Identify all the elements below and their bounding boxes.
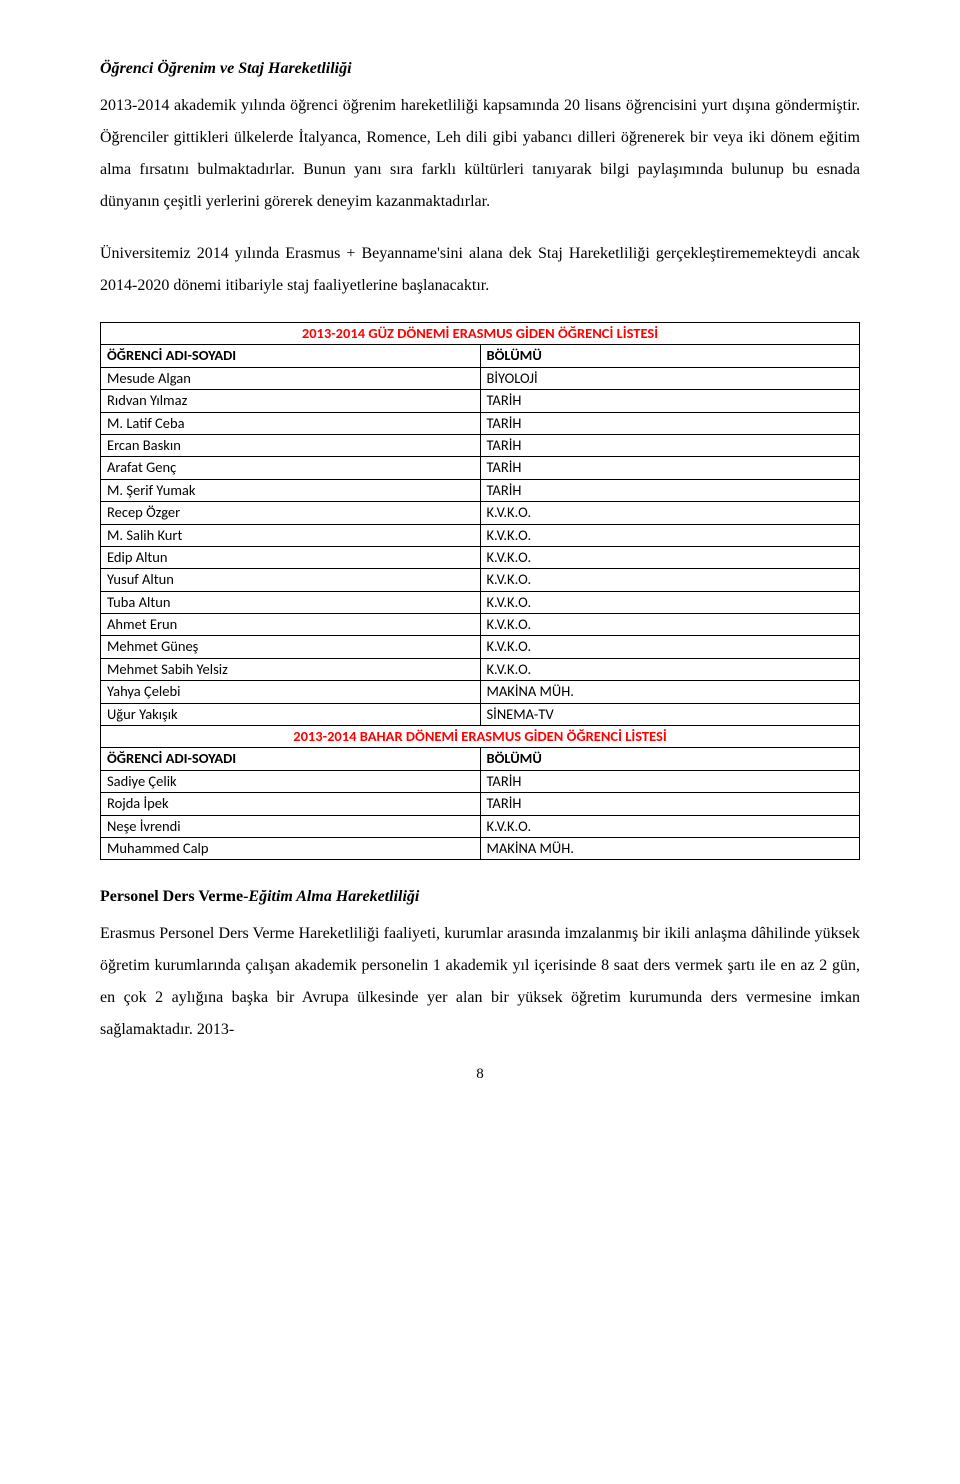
student-table-wrap: 2013-2014 GÜZ DÖNEMİ ERASMUS GİDEN ÖĞREN… bbox=[100, 322, 860, 860]
table-header-dept: BÖLÜMÜ bbox=[480, 748, 860, 770]
table-cell-name: Mesude Algan bbox=[101, 367, 481, 389]
table-header-name: ÖĞRENCİ ADI-SOYADI bbox=[101, 345, 481, 367]
table-cell-dept: K.V.K.O. bbox=[480, 614, 860, 636]
table-cell-dept: K.V.K.O. bbox=[480, 658, 860, 680]
table-row: Yahya ÇelebiMAKİNA MÜH. bbox=[101, 681, 860, 703]
table-row: Mesude AlganBİYOLOJİ bbox=[101, 367, 860, 389]
table-row: Ahmet ErunK.V.K.O. bbox=[101, 614, 860, 636]
table-cell-name: Muhammed Calp bbox=[101, 837, 481, 859]
table-cell-dept: K.V.K.O. bbox=[480, 546, 860, 568]
table-banner-row: 2013-2014 GÜZ DÖNEMİ ERASMUS GİDEN ÖĞREN… bbox=[101, 323, 860, 345]
table-cell-name: Ercan Baskın bbox=[101, 434, 481, 456]
page-number: 8 bbox=[100, 1066, 860, 1083]
table-cell-name: Mehmet Güneş bbox=[101, 636, 481, 658]
table-cell-dept: TARİH bbox=[480, 457, 860, 479]
table-cell-dept: TARİH bbox=[480, 793, 860, 815]
table-cell-dept: K.V.K.O. bbox=[480, 815, 860, 837]
table-cell-dept: TARİH bbox=[480, 390, 860, 412]
table-header-row: ÖĞRENCİ ADI-SOYADI BÖLÜMÜ bbox=[101, 345, 860, 367]
table-cell-name: M. Latif Ceba bbox=[101, 412, 481, 434]
table-row: Neşe İvrendiK.V.K.O. bbox=[101, 815, 860, 837]
table-cell-dept: MAKİNA MÜH. bbox=[480, 837, 860, 859]
table-cell-dept: K.V.K.O. bbox=[480, 524, 860, 546]
table-banner-row: 2013-2014 BAHAR DÖNEMİ ERASMUS GİDEN ÖĞR… bbox=[101, 726, 860, 748]
table-cell-name: Uğur Yakışık bbox=[101, 703, 481, 725]
table-banner-1: 2013-2014 GÜZ DÖNEMİ ERASMUS GİDEN ÖĞREN… bbox=[101, 323, 860, 345]
table-cell-name: M. Şerif Yumak bbox=[101, 479, 481, 501]
table-cell-name: M. Salih Kurt bbox=[101, 524, 481, 546]
table-cell-name: Yahya Çelebi bbox=[101, 681, 481, 703]
table-cell-name: Edip Altun bbox=[101, 546, 481, 568]
table-header-dept: BÖLÜMÜ bbox=[480, 345, 860, 367]
table-cell-name: Arafat Genç bbox=[101, 457, 481, 479]
table-cell-dept: K.V.K.O. bbox=[480, 636, 860, 658]
table-row: Yusuf AltunK.V.K.O. bbox=[101, 569, 860, 591]
table-cell-name: Yusuf Altun bbox=[101, 569, 481, 591]
student-table: 2013-2014 GÜZ DÖNEMİ ERASMUS GİDEN ÖĞREN… bbox=[100, 322, 860, 860]
table-cell-dept: BİYOLOJİ bbox=[480, 367, 860, 389]
table-cell-name: Tuba Altun bbox=[101, 591, 481, 613]
section1-heading: Öğrenci Öğrenim ve Staj Hareketliliği bbox=[100, 60, 860, 78]
section2-heading: Personel Ders Verme-Eğitim Alma Hareketl… bbox=[100, 888, 860, 906]
table-cell-dept: TARİH bbox=[480, 479, 860, 501]
table-row: Ercan BaskınTARİH bbox=[101, 434, 860, 456]
section1-paragraph-2: Üniversitemiz 2014 yılında Erasmus + Bey… bbox=[100, 238, 860, 302]
section2-paragraph: Erasmus Personel Ders Verme Hareketliliğ… bbox=[100, 918, 860, 1046]
table-row: Mehmet Sabih YelsizK.V.K.O. bbox=[101, 658, 860, 680]
table-row: Edip AltunK.V.K.O. bbox=[101, 546, 860, 568]
table-cell-dept: TARİH bbox=[480, 770, 860, 792]
section2-heading-italic: Eğitim Alma Hareketliliği bbox=[248, 888, 419, 905]
table-row: Arafat GençTARİH bbox=[101, 457, 860, 479]
table-cell-name: Sadiye Çelik bbox=[101, 770, 481, 792]
table-row: Mehmet GüneşK.V.K.O. bbox=[101, 636, 860, 658]
table-cell-dept: K.V.K.O. bbox=[480, 569, 860, 591]
table-row: M. Salih KurtK.V.K.O. bbox=[101, 524, 860, 546]
table-cell-dept: K.V.K.O. bbox=[480, 591, 860, 613]
table-cell-name: Ahmet Erun bbox=[101, 614, 481, 636]
table-cell-name: Mehmet Sabih Yelsiz bbox=[101, 658, 481, 680]
table-cell-dept: MAKİNA MÜH. bbox=[480, 681, 860, 703]
section2-heading-bold: Personel Ders Verme- bbox=[100, 888, 248, 905]
table-row: M. Şerif YumakTARİH bbox=[101, 479, 860, 501]
table-row: Tuba AltunK.V.K.O. bbox=[101, 591, 860, 613]
table-cell-name: Rojda İpek bbox=[101, 793, 481, 815]
table-row: Uğur YakışıkSİNEMA-TV bbox=[101, 703, 860, 725]
table-header-name: ÖĞRENCİ ADI-SOYADI bbox=[101, 748, 481, 770]
table-row: Sadiye ÇelikTARİH bbox=[101, 770, 860, 792]
table-cell-name: Recep Özger bbox=[101, 502, 481, 524]
table-cell-dept: TARİH bbox=[480, 434, 860, 456]
table-banner-2: 2013-2014 BAHAR DÖNEMİ ERASMUS GİDEN ÖĞR… bbox=[101, 726, 860, 748]
table-cell-dept: K.V.K.O. bbox=[480, 502, 860, 524]
table-cell-dept: TARİH bbox=[480, 412, 860, 434]
table-row: Rıdvan YılmazTARİH bbox=[101, 390, 860, 412]
table-cell-name: Neşe İvrendi bbox=[101, 815, 481, 837]
table-row: M. Latif CebaTARİH bbox=[101, 412, 860, 434]
table-cell-dept: SİNEMA-TV bbox=[480, 703, 860, 725]
table-row: Recep ÖzgerK.V.K.O. bbox=[101, 502, 860, 524]
table-cell-name: Rıdvan Yılmaz bbox=[101, 390, 481, 412]
table-row: Rojda İpekTARİH bbox=[101, 793, 860, 815]
table-header-row: ÖĞRENCİ ADI-SOYADIBÖLÜMÜ bbox=[101, 748, 860, 770]
table-row: Muhammed CalpMAKİNA MÜH. bbox=[101, 837, 860, 859]
section1-paragraph-1: 2013-2014 akademik yılında öğrenci öğren… bbox=[100, 90, 860, 218]
